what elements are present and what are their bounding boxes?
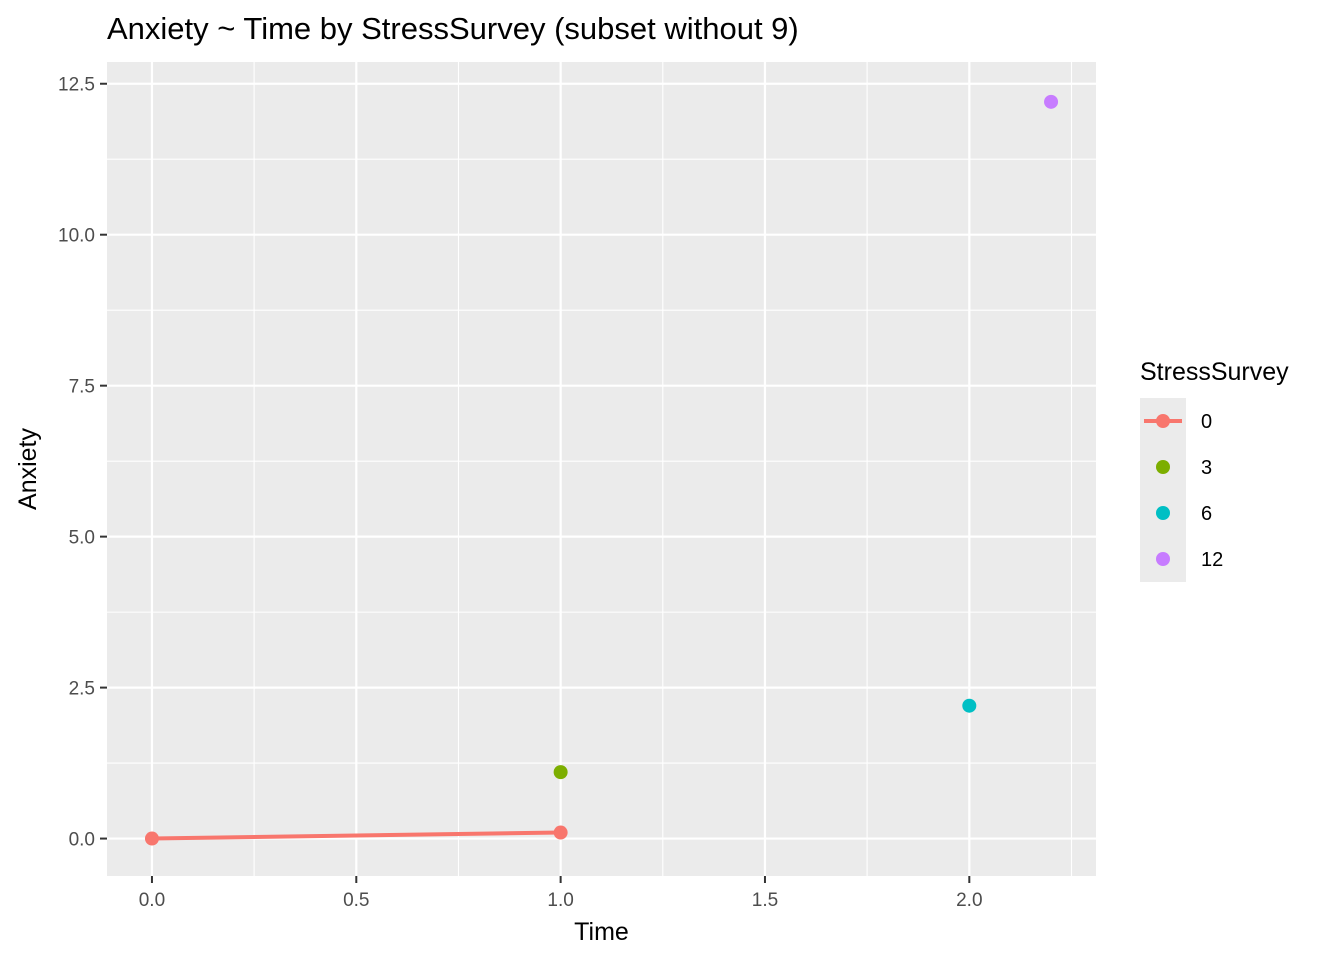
data-point-3 — [553, 765, 568, 780]
series-layer — [144, 94, 1059, 846]
legend-item-12: 12 — [1156, 549, 1223, 571]
legend-label: 3 — [1201, 457, 1212, 479]
series-line-0 — [151, 830, 561, 841]
x-axis: 0.0 0.5 1.0 1.5 2.0 — [139, 876, 983, 911]
legend-item-6: 6 — [1156, 503, 1212, 525]
data-point-12 — [1044, 94, 1059, 109]
y-tick-label: 12.5 — [58, 75, 95, 96]
y-tick-label: 5.0 — [69, 528, 95, 549]
y-axis-title: Anxiety — [14, 428, 42, 510]
chart-title: Anxiety ~ Time by StressSurvey (subset w… — [107, 11, 799, 46]
x-tick-label: 0.5 — [343, 890, 369, 911]
legend-key-point — [1156, 460, 1170, 474]
legend-label: 6 — [1201, 503, 1212, 525]
y-tick-label: 2.5 — [69, 679, 95, 700]
plot-panel — [107, 62, 1096, 876]
legend-label: 12 — [1201, 549, 1223, 571]
grid-major — [107, 62, 1096, 876]
legend-keys-background — [1140, 398, 1186, 582]
grid-minor — [107, 62, 1096, 876]
legend-item-0: 0 — [1144, 411, 1212, 433]
x-axis-title: Time — [574, 918, 629, 946]
y-tick-label: 0.0 — [69, 830, 95, 851]
legend-label: 0 — [1201, 411, 1212, 433]
legend-title: StressSurvey — [1140, 358, 1289, 386]
y-tick-label: 7.5 — [69, 377, 95, 398]
data-point-0 — [144, 831, 159, 846]
legend: StressSurvey 0 3 6 12 — [1140, 358, 1289, 582]
y-axis: 0.0 2.5 5.0 7.5 10.0 12.5 — [58, 75, 107, 851]
x-tick-label: 2.0 — [956, 890, 982, 911]
y-tick-label: 10.0 — [58, 226, 95, 247]
legend-key-point — [1156, 414, 1170, 428]
data-point-0 — [553, 825, 568, 840]
x-tick-label: 1.0 — [547, 890, 573, 911]
x-tick-label: 1.5 — [752, 890, 778, 911]
legend-items: 0 3 6 12 — [1144, 411, 1223, 571]
legend-item-3: 3 — [1156, 457, 1212, 479]
legend-key-point — [1156, 506, 1170, 520]
legend-key-point — [1156, 552, 1170, 566]
data-point-6 — [962, 698, 977, 713]
x-tick-label: 0.0 — [139, 890, 165, 911]
